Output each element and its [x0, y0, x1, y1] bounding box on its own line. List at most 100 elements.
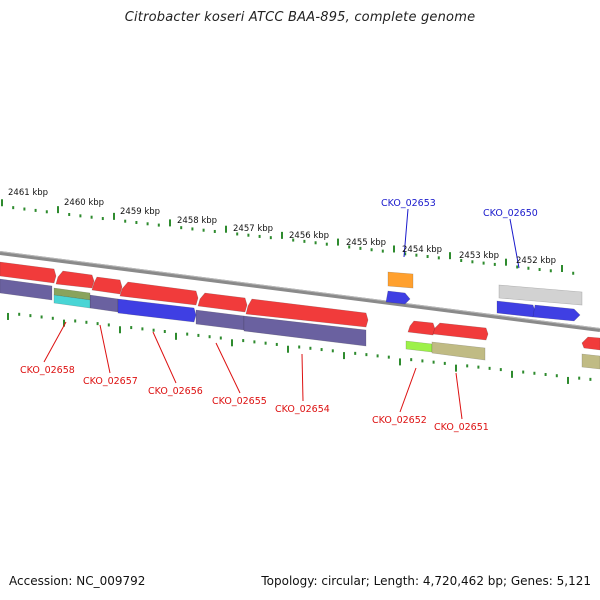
gene-red-5: [197, 292, 248, 313]
minor-tick: [157, 223, 160, 227]
minor-tick: [415, 253, 418, 257]
minor-tick: [555, 374, 558, 378]
backbone-line: [0, 251, 600, 332]
gene-label-cko-02658[interactable]: CKO_02658: [20, 365, 75, 376]
minor-tick: [298, 345, 301, 349]
minor-tick: [348, 245, 351, 249]
gene-grey-1-shine: [499, 285, 582, 305]
gene-navy-4: [243, 315, 367, 347]
gene-red-6-shine: [246, 299, 368, 327]
minor-tick: [247, 233, 250, 237]
leader-cko-02654: [301, 353, 304, 402]
gene-red-3-shine: [92, 277, 122, 294]
minor-tick: [130, 326, 133, 330]
leader-cko-02652: [399, 367, 417, 413]
gene-red-1-shine: [0, 262, 56, 283]
minor-tick: [471, 260, 474, 264]
leader-cko-02655: [215, 342, 241, 394]
leader-cko-02650: [509, 218, 520, 269]
gene-red-6: [245, 298, 369, 328]
gene-label-cko-02650[interactable]: CKO_02650: [483, 208, 538, 219]
minor-tick: [275, 342, 278, 346]
gene-label-cko-02654[interactable]: CKO_02654: [275, 404, 330, 415]
gene-label-cko-02653[interactable]: CKO_02653: [381, 198, 436, 209]
minor-tick: [432, 360, 435, 364]
minor-tick: [186, 332, 189, 336]
minor-tick: [74, 319, 77, 323]
minor-tick: [549, 269, 552, 273]
gene-blue-4: [532, 304, 581, 322]
minor-tick: [12, 206, 15, 210]
minor-tick: [365, 353, 368, 357]
minor-tick: [466, 364, 469, 368]
gene-red-3: [91, 276, 123, 295]
minor-tick: [107, 323, 110, 327]
gene-label-cko-02652[interactable]: CKO_02652: [372, 415, 427, 426]
minor-tick: [460, 258, 463, 262]
gene-navy-1: [0, 278, 53, 301]
gene-red-9: [581, 336, 600, 351]
minor-tick: [544, 372, 547, 376]
minor-tick: [34, 208, 37, 212]
feature-track: [0, 261, 600, 370]
minor-tick: [303, 239, 306, 243]
minor-tick: [202, 228, 205, 232]
label-leader-lines: [43, 208, 520, 420]
minor-tick: [258, 234, 261, 238]
minor-tick: [208, 335, 211, 339]
kbp-label-2461: 2461 kbp: [8, 188, 48, 198]
minor-tick: [522, 370, 525, 374]
gene-red-1: [0, 261, 57, 284]
gene-label-cko-02657[interactable]: CKO_02657: [83, 376, 138, 387]
minor-tick: [493, 262, 496, 266]
minor-tick: [79, 214, 82, 218]
leader-cko-02656: [152, 331, 177, 384]
kbp-label-2454: 2454 kbp: [402, 245, 442, 255]
gene-red-2-shine: [56, 271, 94, 288]
gene-red-7-shine: [408, 321, 435, 335]
minor-tick: [376, 354, 379, 358]
minor-tick: [426, 255, 429, 259]
minor-tick: [135, 220, 138, 224]
minor-tick: [141, 327, 144, 331]
minor-tick: [152, 328, 155, 332]
minor-tick: [236, 232, 239, 236]
minor-tick: [359, 246, 362, 250]
gene-label-cko-02655[interactable]: CKO_02655: [212, 396, 267, 407]
gene-red-7: [407, 320, 436, 336]
minor-tick: [314, 241, 317, 245]
minor-tick: [387, 355, 390, 359]
minor-tick: [180, 226, 183, 230]
gene-blue-2-shine: [386, 291, 410, 304]
leader-cko-02657: [99, 324, 111, 374]
leader-cko-02658: [43, 321, 67, 363]
gene-label-cko-02656[interactable]: CKO_02656: [148, 386, 203, 397]
gene-label-cko-02651[interactable]: CKO_02651: [434, 422, 489, 433]
minor-tick: [124, 219, 127, 223]
minor-tick: [51, 316, 54, 320]
genome-backbone: [0, 251, 600, 332]
minor-tick: [292, 238, 295, 242]
minor-tick: [29, 314, 32, 318]
minor-tick: [589, 377, 592, 381]
minor-tick: [264, 341, 267, 345]
gene-red-4: [119, 281, 199, 306]
gene-blue-2: [385, 290, 411, 305]
inner-tick-track: [7, 312, 592, 384]
minor-tick: [253, 340, 256, 344]
minor-tick: [146, 222, 149, 226]
minor-tick: [309, 346, 312, 350]
gene-olive-1: [431, 341, 486, 361]
outer-tick-track: [1, 199, 575, 275]
gene-red-5-shine: [198, 293, 247, 312]
minor-tick: [219, 336, 222, 340]
gene-olive-green-1-shine: [54, 288, 90, 300]
minor-tick: [516, 265, 519, 269]
gene-red-2: [55, 270, 95, 289]
minor-tick: [354, 351, 357, 355]
gene-blue-1: [117, 298, 197, 323]
gene-olive-1-shine: [432, 342, 485, 360]
gene-navy-1-shine: [0, 279, 52, 300]
minor-tick: [269, 236, 272, 240]
gene-teal-1-shine: [54, 295, 90, 308]
